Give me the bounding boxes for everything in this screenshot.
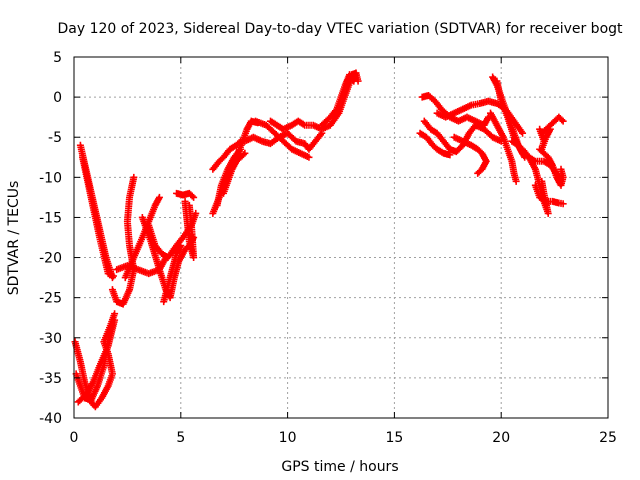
data-series-track	[487, 109, 520, 185]
x-tick-label: 0	[70, 430, 79, 446]
data-point-markers	[213, 145, 245, 209]
data-series-track	[267, 73, 356, 133]
x-axis-title: GPS time / hours	[281, 459, 398, 475]
chart-title: Day 120 of 2023, Sidereal Day-to-day VTE…	[57, 21, 623, 37]
data-point-markers	[220, 149, 249, 197]
data-point-markers	[108, 173, 138, 308]
x-tick-label: 20	[492, 430, 510, 446]
data-series-track	[450, 133, 490, 177]
data-series-track	[343, 69, 362, 85]
y-axis-title: SDTVAR / TECUs	[6, 181, 22, 296]
data-point-markers	[418, 92, 492, 129]
data-series-track	[531, 181, 567, 208]
data-series-track	[416, 129, 454, 159]
data-point-markers	[79, 153, 118, 280]
y-tick-label: -35	[39, 371, 62, 387]
data-point-markers	[420, 117, 505, 156]
data-point-markers	[252, 117, 313, 161]
x-tick-label: 5	[176, 430, 185, 446]
data-point-markers	[531, 181, 567, 208]
data-series-track	[160, 242, 185, 306]
data-series-track	[220, 149, 249, 197]
y-tick-label: -10	[39, 170, 62, 186]
data-point-markers	[416, 129, 454, 159]
data-series-track	[252, 117, 313, 161]
data-point-markers	[536, 145, 567, 189]
data-series-track	[108, 173, 138, 308]
y-tick-label: -20	[39, 251, 62, 267]
data-series-track	[74, 316, 119, 406]
y-tick-label: -5	[48, 130, 62, 146]
y-tick-label: -25	[39, 291, 62, 307]
data-point-markers	[74, 316, 119, 406]
data-series-track	[241, 129, 326, 153]
data-point-markers	[241, 129, 326, 153]
x-tick-label: 25	[599, 430, 617, 446]
data-series-track	[318, 69, 360, 129]
data-point-markers	[318, 69, 360, 129]
data-series-track	[420, 117, 505, 156]
data-point-markers	[343, 69, 362, 85]
data-series-track	[79, 153, 118, 280]
data-point-markers	[536, 125, 554, 153]
data-series-track	[213, 145, 245, 209]
y-tick-label: -15	[39, 210, 62, 226]
data-series-track	[536, 145, 567, 189]
plot-frame	[73, 56, 609, 419]
data-points	[71, 69, 567, 411]
data-series-track	[181, 197, 198, 262]
data-series-track	[536, 125, 554, 153]
data-series-track	[209, 137, 245, 173]
x-tick-label: 15	[385, 430, 403, 446]
y-tick-label: -40	[39, 411, 62, 427]
data-series-track	[418, 92, 492, 129]
x-axis-ticks: 0 5 10 15 20 25	[70, 57, 617, 446]
data-point-markers	[267, 73, 356, 133]
y-tick-label: 5	[53, 50, 62, 66]
data-point-markers	[160, 242, 185, 306]
x-tick-label: 10	[279, 430, 297, 446]
y-tick-label: 0	[53, 90, 62, 106]
y-tick-label: -30	[39, 331, 62, 347]
data-point-markers	[173, 189, 198, 201]
data-point-markers	[181, 197, 198, 262]
data-point-markers	[487, 109, 520, 185]
data-point-markers	[209, 137, 245, 173]
data-point-markers	[450, 133, 490, 177]
y-axis-ticks: 5 0 -5 -10 -15 -20 -25 -30 -35 -40	[39, 50, 608, 427]
data-series-track	[173, 189, 198, 201]
